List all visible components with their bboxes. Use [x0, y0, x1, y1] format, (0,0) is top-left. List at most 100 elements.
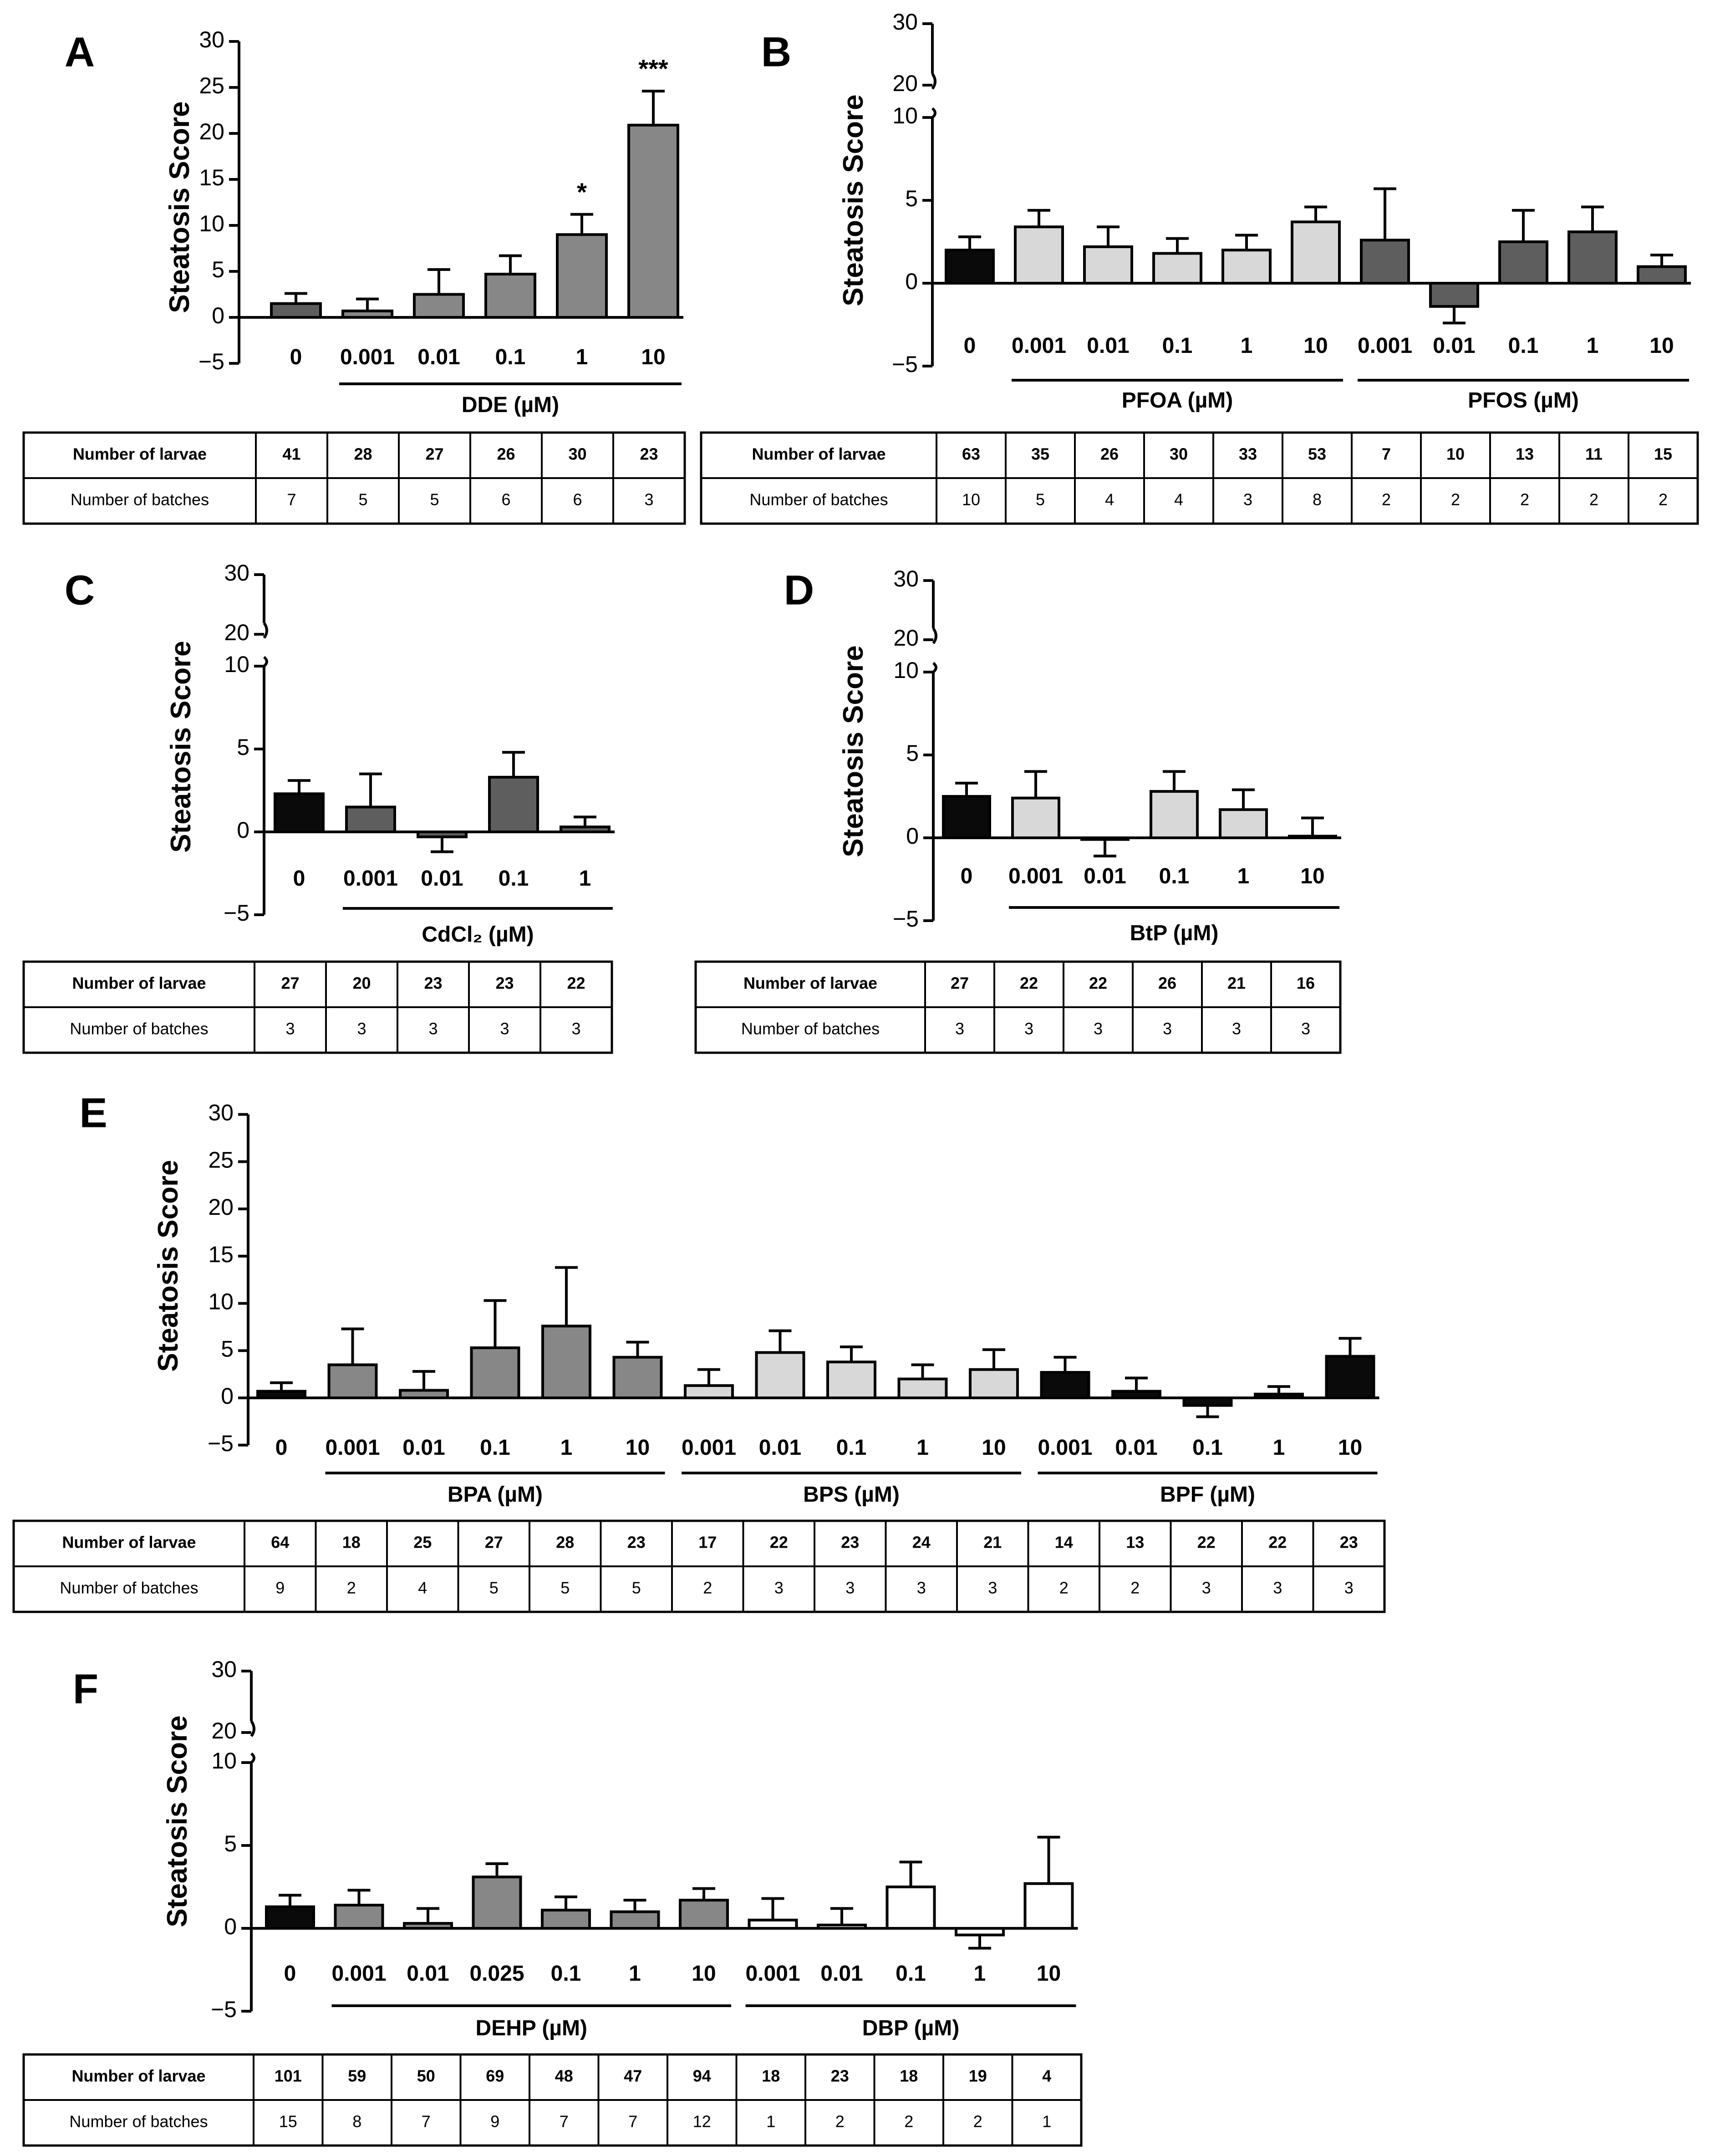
table-cell-batches: 2 [904, 2112, 913, 2131]
y-tick-label: 20 [224, 620, 249, 645]
y-tick-label: 5 [221, 1336, 234, 1361]
y-tick-label: 30 [893, 566, 919, 591]
bar-5 [610, 1910, 660, 1930]
x-tick-label: 0.01 [402, 1436, 445, 1460]
table-cell-larvae: 27 [425, 445, 443, 464]
x-tick-label: 0.001 [340, 345, 395, 369]
table-cell-larvae: 23 [627, 1533, 646, 1552]
table-cell-larvae: 22 [1089, 974, 1107, 993]
x-tick-label: 0 [961, 864, 973, 888]
x-tick-label: 0.01 [421, 866, 463, 891]
table-cell-batches: 5 [358, 490, 367, 509]
group-label: BPS (µM) [803, 1483, 900, 1507]
table-cell-larvae: 23 [831, 2067, 849, 2085]
table-cell-batches: 2 [1382, 490, 1391, 509]
data-table: Number of larvae Number of batches 27 3 22 3 2… [694, 960, 1342, 1054]
group-label: BtP (µM) [1130, 921, 1219, 945]
x-tick-label: 1 [1273, 1436, 1285, 1460]
x-tick-label: 0.001 [1038, 1436, 1092, 1460]
table-cell-batches: 3 [1301, 1019, 1310, 1038]
x-tick-label: 0.1 [1162, 334, 1193, 358]
y-tick-label: 30 [208, 1100, 234, 1126]
table-cell-batches: 3 [1202, 1579, 1211, 1597]
bar-3 [1152, 252, 1202, 285]
bar-0 [265, 1905, 315, 1930]
table-cell-larvae: 11 [1585, 445, 1603, 464]
bar-6 [679, 1899, 729, 1930]
x-tick-label: 0.001 [1358, 334, 1412, 358]
bar-4 [541, 1325, 591, 1400]
axis-break-mark [932, 662, 937, 673]
bar-5 [627, 123, 679, 319]
table-cell-batches: 3 [845, 1579, 855, 1597]
y-tick-label: 15 [199, 165, 224, 190]
table-cell-batches: 2 [973, 2112, 982, 2131]
bar-3 [470, 1346, 520, 1399]
table-cell-larvae: 35 [1031, 445, 1049, 464]
table-cell-batches: 8 [352, 2112, 361, 2131]
table-cell-larvae: 14 [1055, 1533, 1073, 1552]
table-cell-larvae: 23 [1340, 1533, 1358, 1552]
group-label: PFOA (µM) [1122, 388, 1233, 413]
significance-marker: *** [638, 54, 668, 83]
x-tick-label: 1 [1241, 334, 1253, 358]
bar-4 [541, 1908, 591, 1930]
table-cell-larvae: 4 [1042, 2067, 1051, 2085]
x-tick-label: 1 [629, 1962, 641, 1986]
table-cell-batches: 15 [279, 2112, 297, 2131]
bar-2 [413, 293, 465, 319]
bar-1 [1014, 225, 1064, 285]
bar-9 [1567, 230, 1618, 285]
x-tick-label: 0.1 [480, 1436, 510, 1460]
table-cell-larvae: 15 [1654, 445, 1672, 464]
panel-letter: B [761, 29, 791, 76]
table-cell-larvae: 28 [354, 445, 372, 464]
bar-3 [484, 273, 536, 319]
x-tick-label: 0.01 [1084, 864, 1126, 888]
bar-0 [270, 302, 322, 319]
group-label: DEHP (µM) [476, 2016, 587, 2040]
y-tick-label: 10 [199, 211, 224, 236]
table-cell-larvae: 69 [486, 2067, 504, 2085]
bar-3 [472, 1876, 522, 1930]
x-tick-label: 10 [1037, 1962, 1061, 1986]
table-cell-batches: 2 [1589, 490, 1598, 509]
panel-b: B Steatosis Score −5 0 5 10 20 30 0 0.001 0.01 0.1 1… [700, 9, 1699, 525]
table-cell-batches: 2 [1451, 490, 1460, 509]
x-tick-label: 0 [964, 334, 976, 358]
bar-1 [1011, 796, 1060, 840]
x-tick-label: 0.01 [1433, 334, 1475, 358]
x-tick-label: 0.001 [745, 1962, 800, 1986]
axis-break-mark [250, 1720, 255, 1737]
table-cell-batches: 10 [962, 490, 980, 509]
panel-letter: D [784, 567, 814, 614]
x-tick-label: 10 [641, 345, 665, 369]
bar-2 [403, 1922, 453, 1930]
table-row-label-larvae: Number of larvae [73, 445, 207, 464]
group-label: PFOS (µM) [1468, 388, 1579, 413]
table-cell-batches: 3 [357, 1019, 366, 1038]
table-cell-larvae: 13 [1516, 445, 1534, 464]
table-cell-larvae: 47 [624, 2067, 642, 2085]
bar-2 [399, 1389, 449, 1399]
table-cell-larvae: 23 [424, 974, 442, 993]
x-tick-label: 10 [626, 1436, 650, 1460]
y-tick-label: 0 [237, 817, 249, 843]
bar-6 [1360, 239, 1410, 285]
group-label: DDE (µM) [462, 393, 559, 417]
x-tick-label: 0.1 [896, 1962, 926, 1986]
y-axis-label: Steatosis Score [838, 645, 869, 857]
table-cell-larvae: 18 [342, 1533, 361, 1552]
x-tick-label: 0.01 [820, 1962, 863, 1986]
table-cell-batches: 2 [835, 2112, 845, 2131]
group-label: BPA (µM) [448, 1483, 543, 1507]
bar-0 [942, 795, 991, 839]
y-axis-label: Steatosis Score [162, 1715, 193, 1927]
table-cell-larvae: 41 [282, 445, 300, 464]
bar-5 [1288, 835, 1337, 839]
table-cell-batches: 3 [428, 1019, 438, 1038]
bar-9 [885, 1886, 936, 1930]
x-tick-label: 1 [579, 866, 591, 891]
